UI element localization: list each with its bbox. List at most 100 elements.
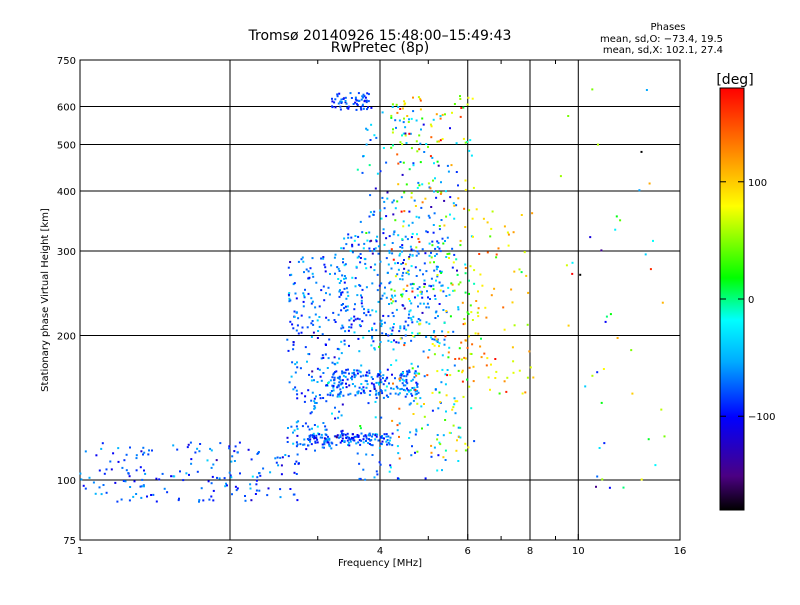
data-point [342,394,345,397]
data-point [140,485,143,488]
data-point [649,268,652,271]
data-point [360,383,363,385]
data-point [486,357,489,360]
data-point [338,375,341,378]
data-point [464,272,467,275]
data-point [387,263,390,266]
data-point [463,207,466,210]
data-point [346,435,349,438]
data-point [374,434,377,437]
data-point [333,382,336,385]
data-point [318,316,321,318]
data-point [342,303,344,305]
data-point [206,459,209,462]
data-point [375,396,378,399]
y-tick-label: 75 [63,536,76,547]
data-point [390,364,393,366]
data-point [394,219,397,222]
data-point [427,182,430,185]
data-point [571,261,574,264]
data-point [513,324,516,327]
data-point [249,483,252,486]
data-point [430,277,433,280]
data-point [402,132,405,135]
data-point [416,383,419,386]
data-point [370,444,373,446]
data-point [292,343,295,346]
data-point [314,306,317,309]
data-point [416,402,419,405]
data-point [379,260,382,263]
data-point [244,495,246,497]
data-point [408,437,411,439]
data-point [380,325,383,328]
data-point [460,341,463,344]
data-point [451,247,454,250]
data-point [385,385,388,388]
data-point [289,299,292,302]
data-point [468,279,470,282]
data-point [436,434,439,436]
data-point [347,368,349,371]
data-point [315,402,318,404]
data-point [377,393,380,396]
data-point [143,451,146,454]
data-point [287,293,290,296]
data-point [433,344,436,347]
data-point [144,472,147,475]
data-point [365,101,368,104]
data-point [436,246,439,248]
data-point [333,256,336,259]
data-point [123,459,126,462]
data-point [404,263,407,266]
data-point [356,369,359,372]
data-point [394,262,397,265]
data-point [392,326,395,329]
data-point [418,286,421,289]
data-point [351,276,354,279]
data-point [520,271,523,274]
data-point [142,453,144,456]
data-point [453,403,456,406]
data-point [385,394,388,397]
data-point [407,324,410,327]
data-point [102,484,105,486]
data-point [396,111,399,114]
data-point [464,357,467,360]
data-point [440,219,443,221]
data-point [390,298,392,301]
data-point [397,341,400,344]
data-point [371,252,374,255]
data-point [357,434,360,437]
data-point [386,443,388,446]
data-point [448,252,451,255]
data-point [330,441,333,444]
data-point [344,263,347,266]
data-point [380,416,383,419]
data-point [314,313,317,316]
data-point [132,495,135,498]
data-point [287,349,290,352]
data-point [404,132,407,135]
data-point [341,291,344,294]
data-point [400,293,403,296]
x-tick-label: 1 [77,546,83,557]
data-point [359,477,362,480]
data-point [334,253,337,256]
data-point [303,438,306,441]
data-point [365,386,368,389]
data-point [306,360,308,363]
data-point [380,282,383,285]
data-point [287,455,290,458]
data-point [601,478,604,481]
data-point [400,210,403,213]
data-point [98,469,101,472]
data-point [411,287,414,290]
data-point [378,284,381,287]
data-point [210,449,213,452]
data-point [319,375,322,378]
data-point [380,323,383,325]
data-point [296,397,299,400]
data-point [520,214,523,216]
data-point [338,348,341,351]
